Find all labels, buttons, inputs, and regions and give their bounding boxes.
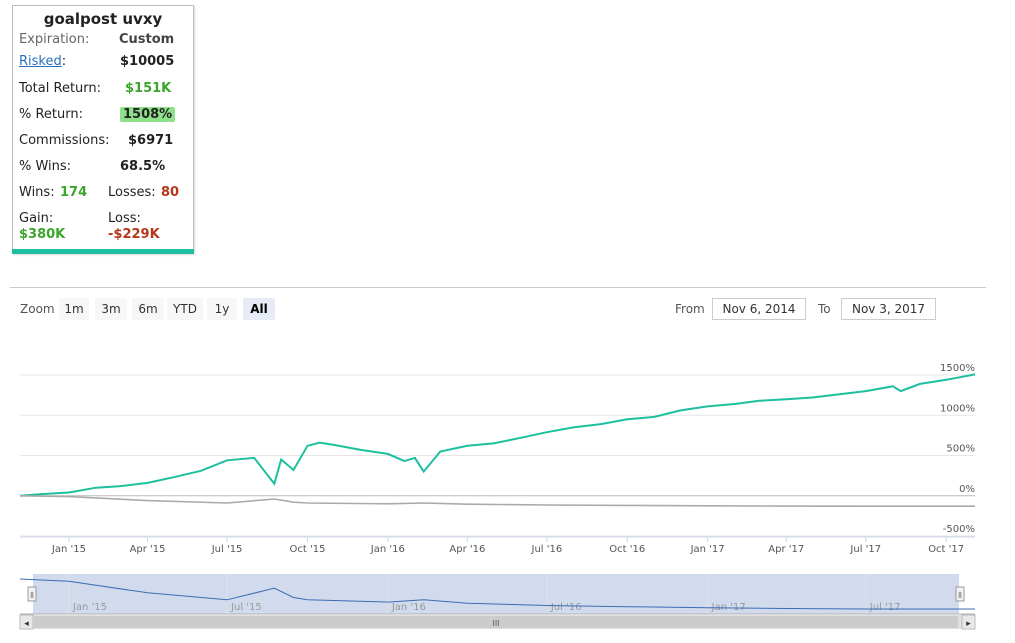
pct-wins-value: 68.5% bbox=[120, 159, 166, 174]
navigator-right-handle-icon: ⦀ bbox=[958, 591, 962, 600]
navigator-label: Jul '17 bbox=[869, 602, 901, 613]
card-accent-bar bbox=[12, 249, 194, 254]
scrollbar-right-arrow-icon: ▸ bbox=[966, 619, 971, 629]
x-tick-label: Jan '16 bbox=[370, 544, 405, 555]
x-tick-label: Oct '15 bbox=[289, 544, 325, 555]
navigator-left-handle-icon: ⦀ bbox=[30, 591, 34, 600]
section-divider bbox=[10, 287, 986, 288]
x-tick-label: Oct '17 bbox=[928, 544, 964, 555]
navigator-label: Jan '16 bbox=[391, 602, 426, 613]
benchmark-line bbox=[19, 495, 975, 507]
navigator-right-handle[interactable] bbox=[955, 586, 965, 602]
y-tick-label: 1000% bbox=[940, 403, 975, 414]
x-tick-label: Jul '17 bbox=[849, 544, 881, 555]
navigator-series bbox=[19, 578, 975, 610]
y-tick-label: 0% bbox=[959, 484, 975, 495]
returns-chart: 1500% 1000% 500% 0% -500% Jan '15 Apr '15 Jul … bbox=[19, 363, 976, 555]
expiration-label: Expiration: bbox=[19, 32, 90, 47]
x-tick-label: Apr '16 bbox=[449, 544, 485, 555]
x-tick-label: Jan '15 bbox=[51, 544, 86, 555]
commissions-label: Commissions: bbox=[19, 133, 110, 148]
loss-label: Loss: bbox=[108, 211, 141, 226]
x-tick-label: Jul '16 bbox=[531, 544, 563, 555]
wins-label: Wins: bbox=[19, 185, 55, 200]
zoom-button-ytd[interactable]: YTD bbox=[167, 298, 203, 320]
navigator-label: Jan '15 bbox=[72, 602, 107, 613]
y-tick-label: 1500% bbox=[940, 363, 975, 374]
from-date-input[interactable]: Nov 6, 2014 bbox=[712, 298, 806, 320]
from-label: From bbox=[675, 302, 705, 316]
gain-label: Gain: bbox=[19, 211, 54, 226]
y-tick-label: -500% bbox=[943, 524, 975, 535]
zoom-button-all[interactable]: All bbox=[243, 298, 275, 320]
total-return-value: $151K bbox=[125, 81, 172, 96]
loss-value: -$229K bbox=[108, 227, 160, 242]
to-date-input[interactable]: Nov 3, 2017 bbox=[841, 298, 936, 320]
zoom-label: Zoom bbox=[20, 302, 55, 316]
losses-label: Losses: bbox=[108, 185, 156, 200]
y-tick-label: 500% bbox=[946, 444, 975, 455]
scrollbar-grip-icon: III bbox=[492, 619, 499, 628]
scrollbar-left-button[interactable] bbox=[19, 614, 34, 630]
risked-link[interactable]: Risked bbox=[19, 54, 62, 69]
commissions-value: $6971 bbox=[128, 133, 174, 148]
expiration-value: Custom bbox=[119, 32, 175, 47]
pct-return-badge: 1508% bbox=[120, 107, 176, 122]
navigator[interactable]: Jan '15 Jul '15 Jan '16 Jul '16 Jan '17 Jul '… bbox=[0, 574, 1015, 634]
zoom-button-1m[interactable]: 1m bbox=[59, 298, 89, 320]
pct-wins-label: % Wins: bbox=[19, 159, 72, 174]
x-tick-label: Apr '15 bbox=[130, 544, 166, 555]
x-tick-label: Apr '17 bbox=[768, 544, 804, 555]
scrollbar-right-button[interactable] bbox=[961, 614, 976, 630]
losses-value: 80 bbox=[161, 185, 180, 200]
zoom-button-3m[interactable]: 3m bbox=[95, 298, 127, 320]
risked-colon: : bbox=[61, 54, 67, 69]
zoom-button-6m[interactable]: 6m bbox=[132, 298, 164, 320]
strategy-return-line bbox=[19, 373, 976, 497]
zoom-button-1y[interactable]: 1y bbox=[207, 298, 237, 320]
scrollbar-left-arrow-icon: ◂ bbox=[24, 619, 29, 629]
pct-return-label: % Return: bbox=[19, 107, 84, 122]
risked-label-wrap: Risked: bbox=[19, 54, 66, 69]
scrollbar-thumb[interactable] bbox=[34, 616, 958, 628]
total-return-label: Total Return: bbox=[19, 81, 102, 96]
navigator-left-handle[interactable] bbox=[27, 586, 37, 602]
strategy-title: goalpost uvxy bbox=[43, 10, 163, 28]
navigator-label: Jul '16 bbox=[550, 602, 582, 613]
x-tick-label: Jan '17 bbox=[690, 544, 725, 555]
x-tick-label: Oct '16 bbox=[609, 544, 645, 555]
gain-value: $380K bbox=[19, 227, 66, 242]
risked-value: $10005 bbox=[120, 54, 175, 69]
stats-card: goalpost uvxy Expiration: Custom Risked:… bbox=[12, 5, 194, 254]
navigator-label: Jul '15 bbox=[230, 602, 262, 613]
navigator-selected-range[interactable] bbox=[33, 574, 959, 614]
x-tick-label: Jul '15 bbox=[211, 544, 243, 555]
to-label: To bbox=[818, 302, 831, 316]
wins-value: 174 bbox=[60, 185, 88, 200]
